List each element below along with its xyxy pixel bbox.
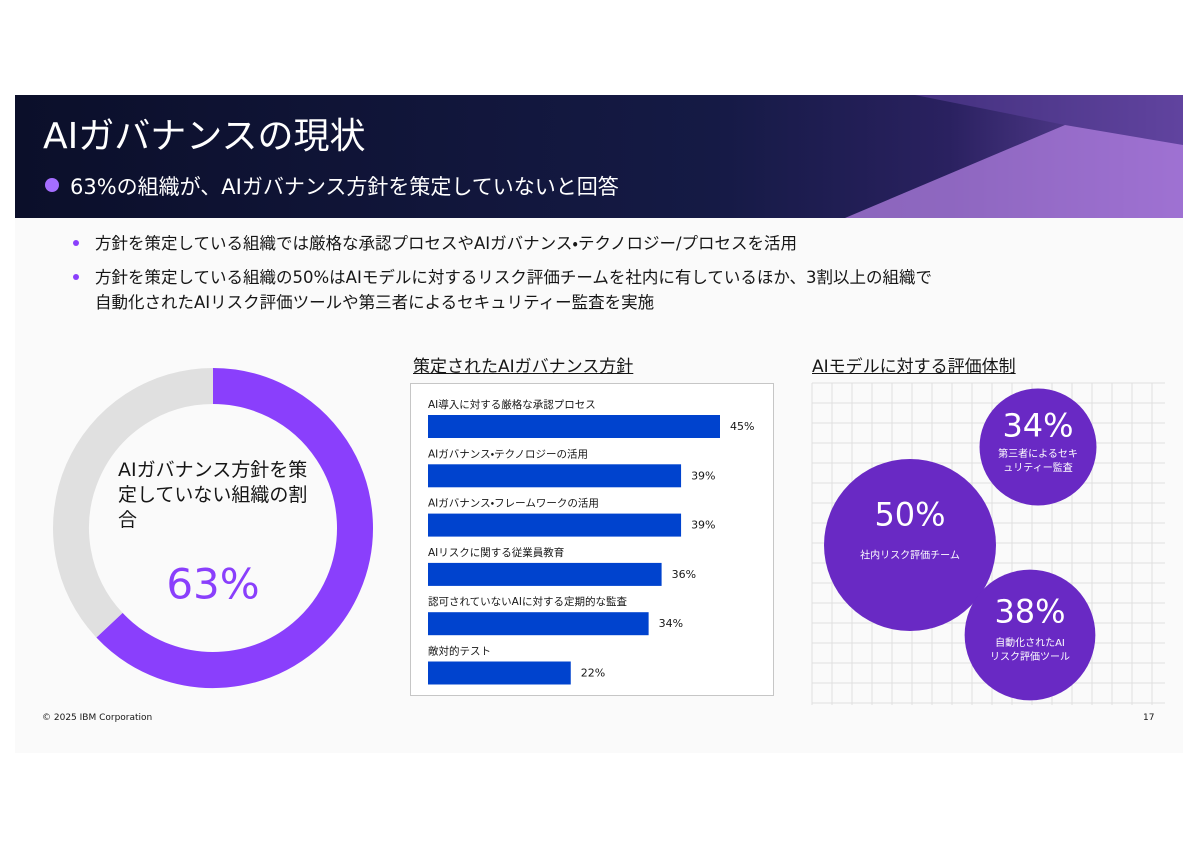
- bar-category: AI導入に対する厳格な承認プロセス: [428, 398, 596, 411]
- bar-category: AIガバナンス・フレームワークの活用: [428, 498, 599, 510]
- title: AIガバナンスの現状: [43, 116, 366, 157]
- donut-label: AIガバナンス方針を策定していない組織の割合: [118, 459, 308, 531]
- bubble-label: 社内リスク評価チーム: [860, 548, 960, 561]
- bubble-label: 自動化されたAI リスク評価ツール: [990, 636, 1070, 663]
- section-title: AIモデルに対する評価体制: [812, 357, 1016, 377]
- header: AIガバナンスの現状 63%の組織が、AIガバナンス方針を策定していないと回答: [15, 95, 1183, 218]
- bar: [428, 612, 649, 636]
- donut-segment: [53, 368, 214, 638]
- donut-value: 63%: [166, 560, 259, 609]
- bar-value: 39%: [691, 519, 715, 532]
- subtitle: 63%の組織が、AIガバナンス方針を策定していないと回答: [70, 175, 619, 199]
- bar-value: 36%: [672, 568, 696, 581]
- bar: [428, 513, 682, 537]
- bar-category: 敵対的テスト: [428, 645, 491, 658]
- bubble-value: 34%: [1002, 407, 1073, 445]
- bullet-dot: [73, 240, 79, 246]
- page-number: 17: [1143, 713, 1155, 723]
- bar-value: 22%: [581, 667, 605, 680]
- bullet-dot: [45, 178, 59, 192]
- bar: [428, 661, 571, 685]
- bubble: [824, 459, 996, 631]
- bullet-text: 方針を策定している組織では厳格な承認プロセスやAIガバナンス・テクノロジー/プロ…: [95, 234, 798, 253]
- donut-segment: [96, 368, 373, 688]
- bar-category: 認可されていないAIに対する定期的な監査: [428, 595, 627, 608]
- bar-value: 34%: [659, 617, 683, 630]
- header-decoration: [845, 95, 1183, 218]
- bar-value: 45%: [730, 420, 754, 433]
- copyright: © 2025 IBM Corporation: [42, 713, 153, 723]
- bar-value: 39%: [691, 469, 715, 482]
- bullet-dot: [73, 274, 79, 280]
- bar-category: AIリスクに関する従業員教育: [428, 546, 564, 559]
- bar: [428, 562, 662, 586]
- section-title: 策定されたAIガバナンス方針: [413, 357, 634, 377]
- bullet-text: 方針を策定している組織の50%はAIモデルに対するリスク評価チームを社内に有して…: [95, 268, 933, 287]
- bubble-value: 38%: [994, 592, 1065, 630]
- bubble-label: 第三者によるセキュリティー監査: [998, 447, 1078, 474]
- bubble: [979, 388, 1097, 506]
- bar: [428, 464, 682, 488]
- bubble-value: 50%: [874, 496, 945, 534]
- bar-category: AIガバナンス・テクノロジーの活用: [428, 448, 588, 460]
- bar: [428, 415, 720, 438]
- bubble: [964, 569, 1096, 701]
- bullet-text: 自動化されたAIリスク評価ツールや第三者によるセキュリティー監査を実施: [95, 293, 655, 312]
